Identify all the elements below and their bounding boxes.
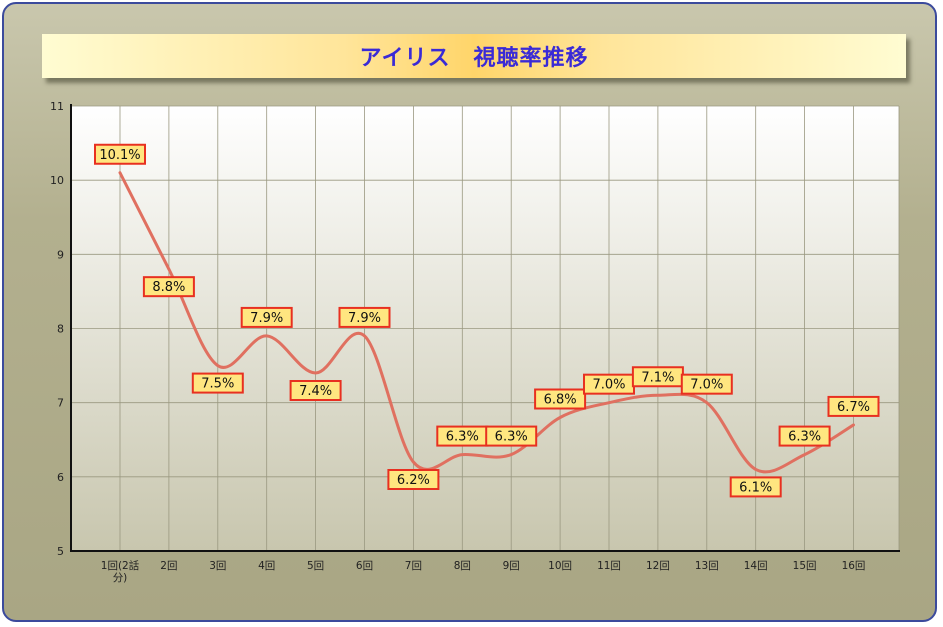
y-tick-label: 8 xyxy=(57,323,64,336)
data-label: 6.2% xyxy=(387,469,440,490)
x-tick-label: 3回 xyxy=(209,560,226,572)
chart-title: アイリス 視聴率推移 xyxy=(359,46,589,71)
x-tick-label: 11回 xyxy=(597,560,621,572)
grid-lines xyxy=(71,105,900,551)
data-label-text: 10.1% xyxy=(99,148,140,163)
data-label: 6.7% xyxy=(827,395,880,417)
x-tick-label: 8回 xyxy=(454,560,471,572)
x-tick-label: 15回 xyxy=(793,560,817,572)
data-labels: 10.1% 8.8% 7.5% 7.9% 7.4% 7.9% 6.2% 6.3% 6.3% 6.8… xyxy=(94,143,880,498)
x-tick-label: 16回 xyxy=(842,560,866,572)
data-label-text: 6.1% xyxy=(739,480,772,495)
data-label: 7.0% xyxy=(583,373,635,395)
data-label-box xyxy=(142,276,195,298)
data-label-box xyxy=(94,143,146,165)
data-label-text: 7.0% xyxy=(592,378,625,393)
data-label-text: 7.9% xyxy=(348,311,381,326)
data-label-text: 6.2% xyxy=(397,473,430,488)
x-tick-label: 7回 xyxy=(405,560,422,572)
x-tick-labels: 1回(2話分) 2回 3回 4回 5回 6回 7回 8回 9回 10回 11回 12回 13回 14回 15… xyxy=(101,559,866,584)
y-tick-label: 6 xyxy=(57,471,64,484)
series-line xyxy=(118,171,855,474)
data-label-box xyxy=(827,395,880,417)
data-label: 7.5% xyxy=(191,372,244,394)
data-label: 7.4% xyxy=(289,380,342,401)
data-label-text: 7.0% xyxy=(690,378,723,393)
data-label: 7.1% xyxy=(631,366,684,388)
title-banner: アイリス 視聴率推移 xyxy=(42,34,906,78)
x-tick-label: 10回 xyxy=(548,560,572,572)
x-tick-label: 12回 xyxy=(646,560,670,572)
y-tick-labels: 5 6 7 8 9 10 11 xyxy=(50,100,64,558)
data-label: 7.9% xyxy=(240,306,293,328)
data-label-box xyxy=(338,306,391,328)
data-label-text: 6.8% xyxy=(544,393,577,408)
y-tick-label: 7 xyxy=(57,397,64,410)
data-label-text: 8.8% xyxy=(152,280,185,295)
data-label-text: 6.3% xyxy=(788,430,821,445)
y-tick-label: 5 xyxy=(57,545,64,558)
x-tick-label: 5回 xyxy=(307,560,324,572)
data-label: 6.3% xyxy=(485,425,538,447)
x-tick-label: 4回 xyxy=(258,560,275,572)
data-label-text: 7.4% xyxy=(299,384,332,399)
y-tick-label: 9 xyxy=(57,248,64,261)
data-label-box xyxy=(240,306,293,328)
x-tick-label: 2回 xyxy=(160,560,177,572)
data-label-text: 7.5% xyxy=(201,377,234,392)
data-label: 6.3% xyxy=(778,425,831,447)
data-label: 6.8% xyxy=(534,388,587,410)
data-label-text: 6.3% xyxy=(495,430,528,445)
data-label: 6.3% xyxy=(436,425,489,447)
data-label: 7.9% xyxy=(338,306,391,328)
data-label-box xyxy=(191,372,244,394)
data-label-box xyxy=(387,469,440,490)
data-label: 6.1% xyxy=(729,476,782,498)
x-tick-label: 1回(2話 xyxy=(101,559,140,572)
data-label-box xyxy=(534,388,587,410)
x-tick-label: 6回 xyxy=(356,560,373,572)
data-label-text: 6.3% xyxy=(446,430,479,445)
x-tick-label: 14回 xyxy=(744,560,768,572)
y-tick-label: 10 xyxy=(50,174,64,187)
data-label: 10.1% xyxy=(94,143,146,165)
x-tick-label: 分) xyxy=(113,572,128,584)
data-label-box xyxy=(729,476,782,498)
data-label: 8.8% xyxy=(142,276,195,298)
data-label-text: 6.7% xyxy=(837,400,870,415)
data-label-box xyxy=(289,380,342,401)
data-label-text: 7.1% xyxy=(641,370,674,385)
data-label: 7.0% xyxy=(680,373,733,395)
data-label-text: 7.9% xyxy=(250,311,283,326)
x-tick-label: 9回 xyxy=(503,560,520,572)
data-label-box xyxy=(680,373,733,395)
y-tick-label: 11 xyxy=(50,100,64,113)
x-tick-label: 13回 xyxy=(695,560,719,572)
data-label-box xyxy=(778,425,831,447)
data-label-box xyxy=(485,425,538,447)
